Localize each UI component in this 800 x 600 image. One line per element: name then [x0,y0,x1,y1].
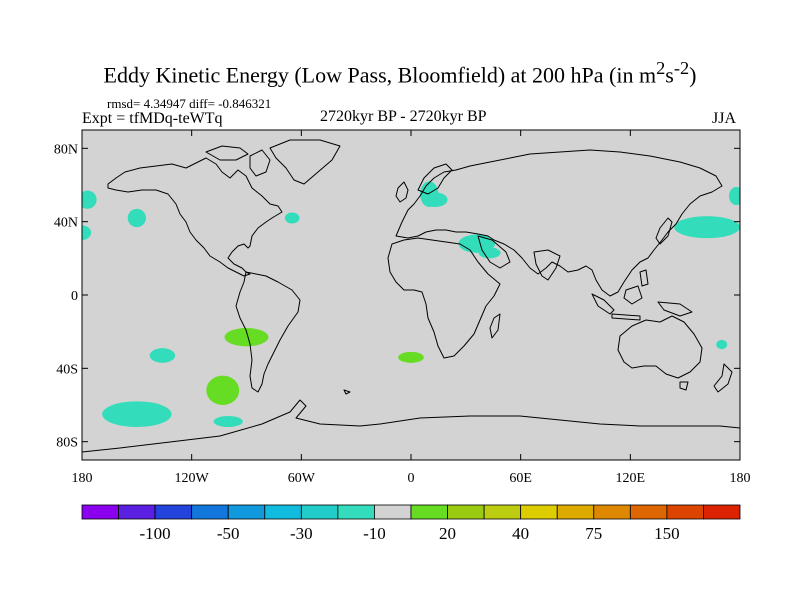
experiment-label: Expt = tfMDq-teWTq [82,110,223,127]
title-main: Eddy Kinetic Energy (Low Pass, Bloomfiel… [103,62,657,88]
y-tick-label-4: 80S [56,436,78,451]
y-tick-label-2: 0 [71,289,78,304]
chart-title: Eddy Kinetic Energy (Low Pass, Bloomfiel… [0,58,800,88]
anomaly-patch-3 [284,212,300,224]
coastline-arctic-islands [205,145,249,161]
title-sup-1: 2 [656,58,666,78]
colorbar-label-1: -50 [217,524,240,543]
anomaly-patches [82,181,740,427]
x-tick-label-2: 60W [288,471,316,486]
anomaly-patch-1 [82,225,92,240]
title-sup-2: -2 [673,58,690,78]
coastlines [82,139,740,460]
anomaly-patch-15 [224,328,269,347]
anomaly-patch-14 [213,416,243,427]
x-tick-label-1: 120W [175,471,210,486]
season-label: JJA [712,110,737,127]
colorbar-box-9 [410,504,448,520]
anomaly-patch-10 [729,186,740,206]
coastline-south-america [235,271,301,393]
coastline-sumatra [591,293,615,315]
anomaly-patch-12 [149,348,176,363]
coastline-philippines [639,269,649,287]
colorbar-label-4: 20 [439,524,456,543]
colorbar-box-8 [374,504,412,520]
coastline-scandinavia [417,163,453,195]
coastline-new-zealand [713,363,733,393]
anomaly-patch-5 [421,192,448,208]
x-tick-label-3: 0 [408,471,415,486]
anomaly-patch-9 [674,216,740,239]
x-tick-label-0: 180 [72,471,93,486]
coastline-north-america [107,157,283,277]
coastline-baffin [249,149,271,177]
colorbar-box-15 [629,504,668,520]
colorbar-box-12 [520,504,558,520]
coastline-new-guinea [657,301,693,317]
axes: 180 120W 60W 0 60E 120E 180 80N 40N 0 40S 80S [54,130,751,486]
coastline-antarctica [82,399,740,460]
colorbar-label-2: -30 [290,524,313,543]
colorbar-label-7: 150 [654,524,680,543]
colorbar-box-11 [483,504,522,520]
colorbar-box-4 [227,504,266,520]
coastline-arabia [477,235,511,269]
coastline-africa [387,237,501,359]
colorbar-box-13 [556,504,595,520]
y-tick-label-3: 40S [56,362,78,377]
coastline-madagascar [489,313,501,339]
colorbar-label-5: 40 [512,524,529,543]
colorbar-box-10 [447,504,485,520]
period-label: 2720kyr BP - 2720kyr BP [320,108,487,125]
coastline-uk [395,181,409,203]
map-background [82,130,740,460]
colorbar-box-7 [337,504,375,520]
title-end: ) [689,62,697,88]
anomaly-patch-0 [82,190,97,209]
stats-label: rmsd= 4.34947 diff= -0.846321 [107,96,272,111]
colorbar-box-17 [703,504,741,520]
colorbar-box-0 [81,504,119,520]
y-tick-label-0: 80N [54,142,78,157]
coastline-java [611,313,641,321]
x-tick-label-6: 180 [730,471,751,486]
colorbar-box-6 [300,504,339,520]
coastline-japan [655,217,673,245]
colorbar-label-6: 75 [585,524,602,543]
anomaly-patch-16 [206,375,240,406]
coastline-australia [617,315,703,379]
anomaly-patch-11 [716,339,728,350]
colorbar-box-16 [666,504,704,520]
colorbar-box-14 [593,504,631,520]
coastline-india [533,249,561,281]
colorbar-label-3: -10 [363,524,386,543]
coastline-borneo [623,285,643,305]
x-tick-label-4: 60E [509,471,532,486]
coastline-tasmania [679,381,689,391]
coastline-south-georgia [343,389,351,395]
colorbar-box-2 [154,504,193,520]
colorbar-box-3 [191,504,229,520]
anomaly-patch-13 [102,401,172,427]
anomaly-patch-8 [478,247,501,259]
colorbar-box-5 [264,504,302,520]
title-mid: s [665,62,674,88]
colorbar-label-0: -100 [140,524,171,543]
colorbar: -100 -50 -30 -10 20 40 75 150 [81,504,741,543]
coastline-greenland [269,139,341,185]
y-tick-label-1: 40N [54,216,78,231]
colorbar-box-1 [118,504,156,520]
x-tick-label-5: 120E [616,471,646,486]
coastline-eurasia [395,149,723,297]
anomaly-patch-2 [127,208,146,228]
anomaly-patch-17 [398,351,424,363]
